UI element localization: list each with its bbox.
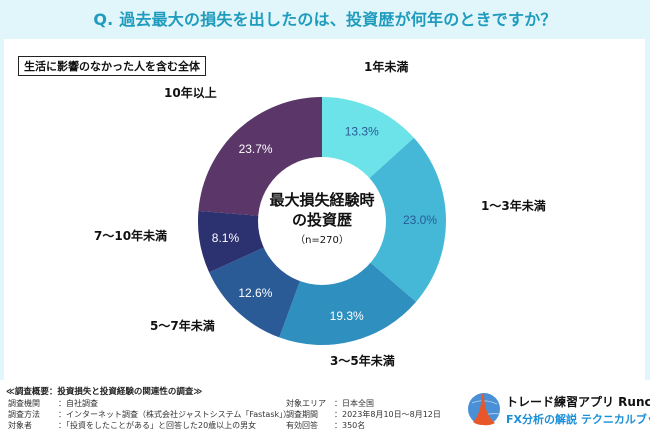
donut-hole	[258, 157, 386, 285]
center-title-line-1: 最大損失経験時	[269, 191, 374, 209]
category-label-3: 3～5年未満	[330, 354, 395, 368]
survey-row: 調査期間 ：2023年8月10日～8月12日	[286, 410, 441, 419]
survey-row: 対象者 ：「投資をしたことがある」と回答した20歳以上の男女	[8, 421, 257, 430]
center-title-line-2: の投資歴	[292, 211, 352, 229]
value-label-4: 12.6%	[238, 286, 272, 300]
value-label-6: 23.7%	[239, 142, 273, 156]
survey-row: 調査機関 ：自社調査	[8, 399, 98, 408]
survey-row: 調査方法 ：インターネット調査（株式会社ジャストシステム「Fastask」）	[8, 410, 292, 419]
survey-row: 対象エリア ：日本全国	[286, 399, 374, 408]
category-label-5: 7～10年未満	[94, 229, 168, 243]
page-title: Q. 過去最大の損失を出したのは、投資歴が何年のときですか？	[93, 10, 557, 29]
value-label-3: 19.3%	[330, 309, 364, 323]
runcha-logo-icon[interactable]	[467, 392, 501, 426]
category-label-4: 5～7年未満	[150, 319, 215, 333]
category-label-1: 1年未満	[364, 60, 409, 74]
category-label-2: 1～3年未満	[481, 199, 546, 213]
survey-row: 有効回答 ：350名	[286, 421, 366, 430]
survey-title: ≪調査概要：投資損失と投資経験の関連性の調査≫	[6, 387, 203, 397]
value-label-2: 23.0%	[403, 213, 437, 227]
brand-line-app[interactable]: トレード練習アプリ Runcha	[506, 395, 650, 409]
value-label-1: 13.3%	[345, 124, 379, 138]
brand-line-book[interactable]: FX分析の解説 テクニカルブック	[506, 413, 650, 426]
filter-label: 生活に影響のなかった人を含む全体	[18, 56, 206, 76]
sample-size-label: （n=270）	[295, 234, 349, 246]
survey-footer: ≪調査概要：投資損失と投資経験の関連性の調査≫ 調査機関 ：自社調査 調査方法 ：イ…	[0, 380, 650, 434]
value-label-5: 8.1%	[212, 231, 240, 245]
category-label-6: 10年以上	[164, 86, 217, 100]
